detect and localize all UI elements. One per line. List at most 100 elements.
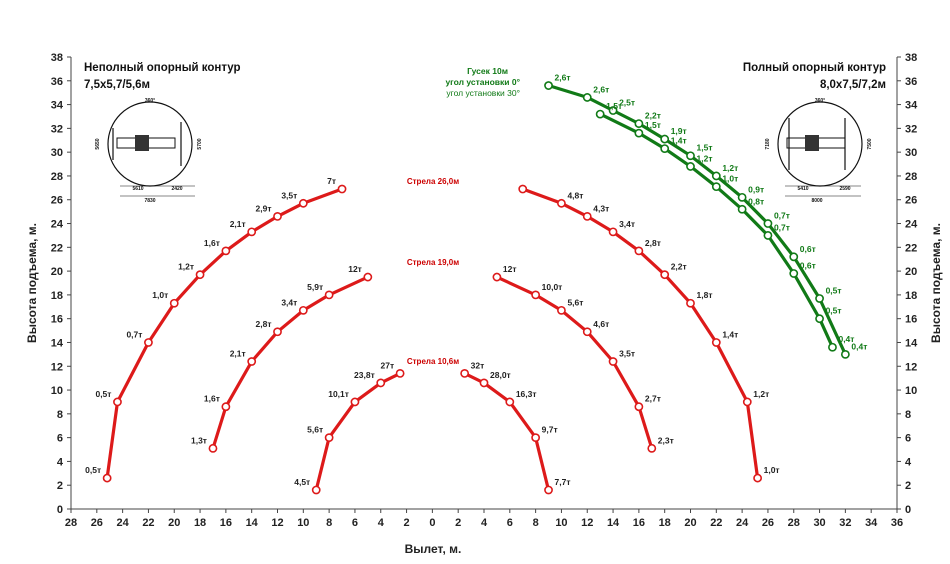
- x-tick-label: 32: [839, 517, 851, 529]
- data-point: [815, 314, 824, 324]
- x-tick-label: 22: [710, 517, 722, 529]
- data-label: 5,9т: [307, 282, 323, 292]
- series-line: [546, 83, 847, 356]
- data-point: [582, 327, 592, 337]
- y-tick-label-left: 10: [51, 385, 63, 397]
- data-label: 28,0т: [490, 370, 511, 380]
- x-tick-label: 4: [481, 517, 488, 529]
- series-6: 2,6т2,6т2,5т2,2т1,9т1,5т1,2т0,9т0,7т0,6т…: [544, 73, 867, 359]
- data-point: [711, 338, 721, 347]
- data-label: 0,6т: [800, 260, 816, 270]
- data-label: 0,5т: [85, 465, 101, 475]
- data-label: 3,4т: [281, 297, 297, 307]
- data-label: 16,3т: [516, 389, 537, 399]
- y-tick-label-right: 24: [905, 219, 918, 231]
- data-point: [737, 192, 747, 202]
- x-tick-label: 26: [91, 517, 103, 529]
- series-0: 0,5т 0,5т 0,7т 1,0т 1,2т 1,6т 2,1т 2,9т 3,5т 7т: [85, 176, 347, 483]
- data-point: [815, 294, 824, 303]
- data-label: 0,8т: [748, 196, 764, 206]
- y-tick-label-right: 20: [905, 266, 917, 278]
- data-point: [711, 171, 721, 181]
- data-point: [634, 119, 644, 129]
- x-tick-label: 26: [762, 517, 774, 529]
- data-point: [298, 305, 308, 315]
- y-tick-label-right: 34: [905, 100, 918, 112]
- y-tick-label-right: 30: [905, 147, 917, 159]
- data-point: [531, 433, 541, 443]
- dimension-label: 5610: [132, 186, 143, 192]
- data-label: 1,9т: [671, 126, 687, 136]
- y-tick-label-right: 6: [905, 433, 911, 445]
- series-line: [521, 187, 760, 480]
- data-point: [634, 246, 644, 256]
- data-label: 1,4т: [671, 136, 687, 146]
- series-4: 12т 10,0т 5,6т 4,6т 3,5т 2,7т 2,3т: [492, 264, 674, 453]
- y-tick-label-left: 38: [51, 52, 63, 64]
- data-label: 3,5т: [281, 190, 297, 200]
- y-tick-label-right: 2: [905, 480, 911, 492]
- right-contour-size: 8,0х7,5/7,2м: [820, 79, 886, 91]
- y-tick-label-left: 4: [57, 456, 64, 468]
- x-tick-label: 12: [271, 517, 283, 529]
- y-tick-label-right: 36: [905, 76, 917, 88]
- data-point: [113, 397, 122, 407]
- data-label: 27т: [380, 360, 394, 370]
- y-tick-label-right: 8: [905, 409, 911, 421]
- data-point: [608, 357, 618, 366]
- data-point: [686, 151, 695, 161]
- data-label: 2,7т: [645, 394, 661, 404]
- data-point: [763, 231, 773, 240]
- y-tick-label-left: 32: [51, 123, 63, 135]
- left-outrigger-diagram: 360° 5610 7830 2420 5650 5700: [95, 98, 203, 204]
- slew-circle: [107, 101, 193, 187]
- y-tick-label-left: 0: [57, 504, 63, 516]
- data-point: [247, 227, 257, 237]
- data-label: 5,6т: [567, 297, 583, 307]
- data-label: 2,1т: [230, 219, 246, 229]
- data-label: 4,3т: [593, 203, 609, 213]
- data-point: [505, 397, 515, 407]
- data-label: 12т: [348, 264, 362, 274]
- data-label: 0,4т: [838, 334, 854, 344]
- data-label: 32т: [471, 360, 485, 370]
- data-point: [492, 272, 502, 282]
- data-point: [324, 433, 334, 443]
- data-point: [544, 485, 553, 495]
- data-point: [298, 198, 308, 208]
- crane-cab: [135, 135, 149, 151]
- y-tick-label-left: 16: [51, 314, 63, 326]
- dimension-label: 8000: [811, 198, 822, 204]
- y-tick-label-right: 14: [905, 337, 918, 349]
- data-label: 2,9т: [256, 203, 272, 213]
- data-point: [753, 473, 763, 483]
- y-tick-label-left: 28: [51, 171, 63, 183]
- data-point: [582, 93, 592, 102]
- data-label: 1,0т: [722, 174, 738, 184]
- x-tick-label: 6: [507, 517, 513, 529]
- data-point: [557, 198, 566, 208]
- data-label: 23,8т: [354, 370, 375, 380]
- data-point: [557, 305, 566, 315]
- x-axis-title: Вылет, м.: [405, 542, 462, 556]
- data-label: 1,6т: [204, 394, 220, 404]
- data-point: [660, 144, 670, 153]
- data-point: [311, 485, 321, 495]
- data-label: 0,5т: [826, 285, 842, 295]
- data-point: [376, 378, 386, 388]
- x-tick-label: 28: [65, 517, 77, 529]
- y-tick-label-right: 38: [905, 52, 917, 64]
- x-tick-label: 22: [142, 517, 154, 529]
- y-tick-label-right: 4: [905, 456, 912, 468]
- x-tick-label: 16: [633, 517, 645, 529]
- series-line: [105, 187, 344, 480]
- data-label: 7,7т: [555, 477, 571, 487]
- x-tick-label: 30: [813, 517, 825, 529]
- x-tick-label: 24: [117, 517, 130, 529]
- y-tick-label-right: 12: [905, 361, 917, 373]
- data-point: [582, 211, 592, 221]
- data-point: [221, 246, 231, 256]
- data-point: [789, 269, 799, 278]
- data-label: 2,5т: [619, 98, 635, 108]
- boom-10-label: Стрела 10,6м: [407, 357, 459, 366]
